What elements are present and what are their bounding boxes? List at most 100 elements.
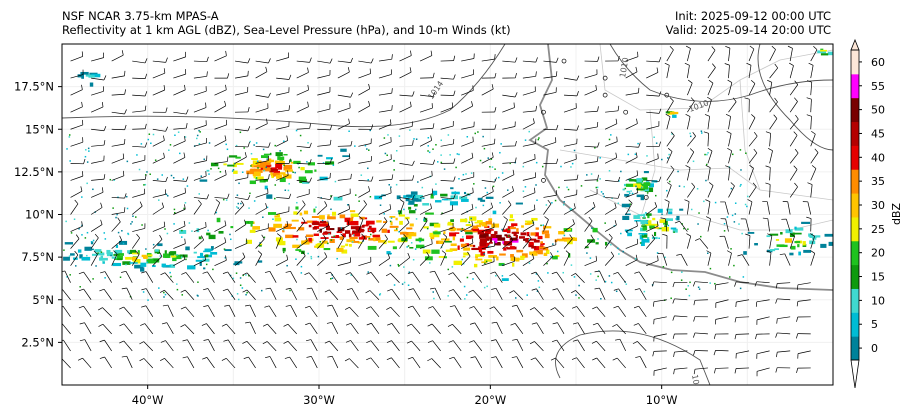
reflectivity-speck (484, 187, 487, 189)
barb-feather (62, 339, 64, 341)
reflectivity-speck (239, 284, 242, 287)
barb-feather (399, 199, 405, 203)
reflectivity-speck (149, 173, 151, 176)
wind-barb (173, 84, 186, 96)
wind-barb (584, 85, 597, 96)
wind-barb (132, 73, 148, 79)
reflectivity-cell (422, 249, 431, 254)
barb-staff (789, 169, 798, 181)
reflectivity-cell (257, 176, 264, 180)
barb-feather (572, 339, 578, 342)
reflectivity-speck (170, 275, 172, 278)
reflectivity-cell (650, 223, 659, 227)
barb-staff (123, 340, 133, 352)
wind-barb (563, 138, 578, 147)
wind-barb (406, 340, 421, 352)
barb-feather (361, 233, 366, 238)
reflectivity-speck (223, 248, 226, 250)
reflectivity-speck (466, 136, 469, 138)
barb-feather (124, 89, 126, 95)
reflectivity-cell (471, 228, 480, 232)
barb-staff (91, 160, 104, 164)
reflectivity-speck (635, 185, 637, 188)
reflectivity-cell (257, 164, 266, 168)
calm-wind-marker (664, 92, 670, 98)
reflectivity-speck (354, 194, 357, 196)
reflectivity-speck (147, 299, 149, 301)
barb-feather (241, 200, 245, 206)
barb-feather (750, 79, 756, 84)
barb-feather (664, 62, 670, 66)
wind-barb (646, 56, 662, 63)
wind-barb (563, 219, 575, 232)
wind-barb (584, 69, 598, 79)
reflectivity-speck (350, 274, 352, 276)
reflectivity-cell (275, 163, 283, 169)
wind-barb (715, 299, 729, 308)
barb-staff (707, 116, 710, 130)
reflectivity-speck (348, 130, 350, 133)
reflectivity-speck (177, 131, 180, 133)
reflectivity-speck (642, 234, 645, 236)
barb-staff (152, 239, 163, 249)
reflectivity-speck (522, 190, 525, 192)
barb-feather (121, 355, 127, 358)
reflectivity-cell (386, 251, 391, 255)
barb-feather (547, 199, 552, 205)
wind-barb (276, 121, 290, 130)
barb-feather (309, 123, 311, 129)
reflectivity-cell (441, 198, 448, 201)
reflectivity-cell (642, 217, 646, 219)
wind-barb (491, 356, 503, 369)
reflectivity-cell (464, 229, 473, 232)
wind-barb (317, 252, 328, 266)
barb-feather (753, 148, 758, 154)
calm-wind-marker (643, 195, 649, 200)
wind-barb (552, 322, 565, 335)
barb-staff (596, 340, 606, 352)
barb-staff (584, 110, 598, 113)
barb-staff (123, 323, 133, 335)
barb-feather (510, 323, 516, 326)
barb-feather (636, 118, 638, 124)
reflectivity-cell (260, 161, 267, 166)
barb-staff (126, 287, 133, 300)
reflectivity-speck (643, 290, 646, 293)
reflectivity-cell (147, 254, 153, 257)
barb-feather (734, 368, 737, 374)
reflectivity-cell (260, 155, 269, 159)
barb-feather (737, 254, 743, 257)
barb-staff (522, 177, 536, 181)
barb-staff (70, 74, 84, 79)
barb-staff (412, 357, 421, 369)
reflectivity-cell (489, 237, 493, 243)
wind-barb (789, 233, 795, 249)
reflectivity-cell (152, 265, 156, 268)
wind-barb (317, 234, 327, 249)
barb-feather (257, 250, 262, 255)
barb-staff (276, 91, 289, 96)
barb-feather (749, 45, 755, 50)
barb-staff (707, 167, 711, 181)
reflectivity-speck (238, 182, 240, 185)
reflectivity-speck (398, 135, 401, 137)
wind-barb (420, 91, 436, 98)
barb-staff (496, 322, 503, 335)
wind-barb (91, 140, 106, 147)
barb-feather (672, 282, 675, 288)
reflectivity-cell (164, 253, 170, 259)
barb-staff (91, 57, 104, 62)
reflectivity-speck (269, 152, 272, 155)
barb-staff (70, 238, 80, 249)
reflectivity-cell (129, 249, 137, 254)
reflectivity-speck (484, 262, 486, 265)
wind-barb (255, 174, 270, 181)
reflectivity-speck (212, 268, 214, 271)
reflectivity-speck (536, 290, 539, 292)
reflectivity-cell (89, 82, 94, 87)
barb-feather (184, 204, 186, 210)
reflectivity-speck (707, 152, 709, 154)
barb-staff (625, 71, 638, 79)
barb-feather (636, 238, 639, 244)
